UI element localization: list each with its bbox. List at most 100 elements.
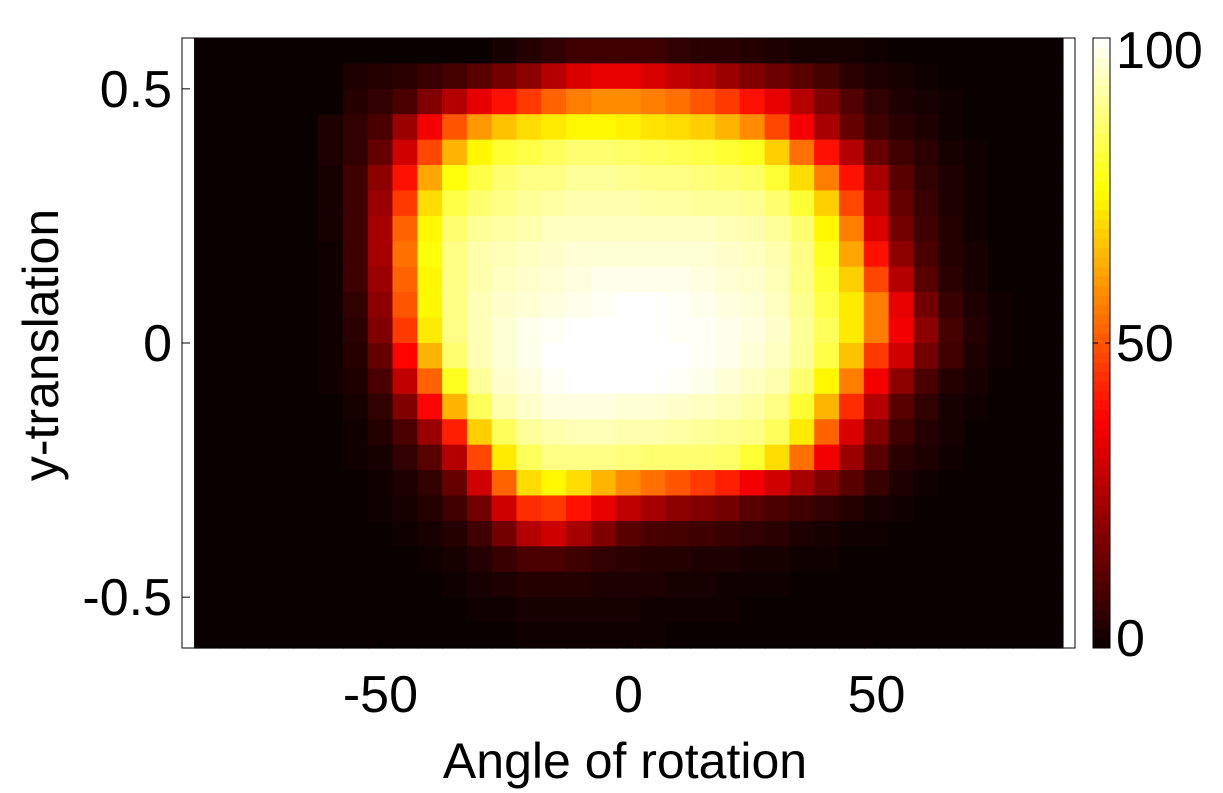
heatmap-cell	[194, 165, 221, 192]
heatmap-cell	[739, 343, 766, 370]
heatmap-cell	[690, 139, 717, 166]
colorbar-segment	[1093, 390, 1110, 401]
heatmap-cell	[218, 546, 245, 573]
heatmap-cell	[218, 343, 245, 370]
heatmap-cell	[764, 546, 791, 573]
heatmap-cell	[963, 139, 990, 166]
heatmap-cell	[491, 38, 518, 65]
colorbar-segment	[1093, 161, 1110, 172]
heatmap-cell	[417, 368, 444, 395]
heatmap-cell	[789, 495, 816, 522]
heatmap-cell	[665, 444, 692, 471]
heatmap-cell	[665, 88, 692, 115]
heatmap-cell	[541, 520, 568, 547]
heatmap-cell	[293, 597, 320, 624]
heatmap-cell	[963, 444, 990, 471]
heatmap-cell	[1037, 343, 1064, 370]
heatmap-cell	[392, 292, 419, 319]
heatmap-cell	[1012, 292, 1039, 319]
heatmap-cell	[665, 114, 692, 141]
heatmap-cell	[987, 470, 1014, 497]
heatmap-cell	[566, 292, 593, 319]
colorbar-segment	[1093, 409, 1110, 420]
heatmap-cell	[1037, 38, 1064, 65]
heatmap-cell	[690, 419, 717, 446]
heatmap-cell	[987, 393, 1014, 420]
heatmap-cell	[640, 343, 667, 370]
heatmap-cell	[318, 63, 345, 90]
heatmap-cell	[814, 114, 841, 141]
heatmap-cell	[516, 190, 543, 217]
heatmap-cell	[690, 520, 717, 547]
heatmap-cell	[690, 571, 717, 598]
heatmap-cell	[888, 597, 915, 624]
heatmap-cell	[764, 114, 791, 141]
heatmap-cell	[466, 444, 494, 471]
heatmap-cell	[739, 139, 766, 166]
heatmap-cell	[218, 190, 245, 217]
heatmap-cell	[938, 495, 965, 522]
heatmap-cell	[491, 597, 518, 624]
heatmap-cell	[516, 317, 543, 344]
heatmap-cell	[640, 571, 667, 598]
heatmap-cell	[194, 470, 221, 497]
heatmap-cell	[342, 241, 369, 268]
colorbar-segment	[1093, 257, 1110, 268]
heatmap-cell	[888, 114, 915, 141]
heatmap-cell	[516, 419, 543, 446]
colorbar-segment	[1093, 323, 1110, 334]
heatmap-cell	[318, 470, 345, 497]
heatmap-cell	[714, 622, 742, 649]
colorbar-segment	[1093, 485, 1110, 496]
heatmap-cell	[1012, 190, 1039, 217]
heatmap-cell	[1012, 495, 1039, 522]
heatmap-cell	[590, 165, 618, 192]
heatmap-cell	[491, 343, 518, 370]
heatmap-cell	[218, 622, 245, 649]
heatmap-cell	[392, 190, 419, 217]
heatmap-cell	[194, 393, 221, 420]
heatmap-cell	[838, 139, 866, 166]
heatmap-cell	[442, 368, 469, 395]
heatmap-cell	[516, 622, 543, 649]
heatmap-cell	[814, 368, 841, 395]
heatmap-cell	[690, 38, 717, 65]
heatmap-cell	[491, 63, 518, 90]
heatmap-cell	[838, 571, 866, 598]
heatmap-cell	[690, 444, 717, 471]
heatmap-cell	[392, 622, 419, 649]
heatmap-cell	[367, 444, 394, 471]
heatmap-cell	[590, 520, 618, 547]
heatmap-cell	[665, 419, 692, 446]
colorbar-tick-label: 50	[1116, 315, 1174, 373]
heatmap-cell	[293, 444, 320, 471]
heatmap-cell	[466, 495, 494, 522]
heatmap-cell	[764, 139, 791, 166]
heatmap-cell	[863, 88, 890, 115]
heatmap-cell	[491, 317, 518, 344]
colorbar-segment	[1093, 552, 1110, 563]
colorbar-segment	[1093, 619, 1110, 630]
heatmap-cell	[392, 368, 419, 395]
heatmap-cell	[1037, 266, 1064, 293]
heatmap-cell	[690, 546, 717, 573]
heatmap-cell	[913, 571, 940, 598]
heatmap-cell	[764, 88, 791, 115]
heatmap-cell	[367, 139, 394, 166]
heatmap-cell	[615, 546, 642, 573]
heatmap-cell	[913, 546, 940, 573]
heatmap-cell	[318, 597, 345, 624]
heatmap-cell	[814, 88, 841, 115]
heatmap-cell	[987, 343, 1014, 370]
heatmap-cell	[913, 63, 940, 90]
heatmap-cell	[888, 571, 915, 598]
heatmap-cell	[442, 317, 469, 344]
colorbar-segment	[1093, 247, 1110, 258]
heatmap-cell	[516, 114, 543, 141]
heatmap-cell	[590, 444, 618, 471]
heatmap-cell	[888, 444, 915, 471]
heatmap-cell	[615, 317, 642, 344]
heatmap-cell	[367, 317, 394, 344]
heatmap-cell	[367, 190, 394, 217]
heatmap-cell	[268, 444, 295, 471]
